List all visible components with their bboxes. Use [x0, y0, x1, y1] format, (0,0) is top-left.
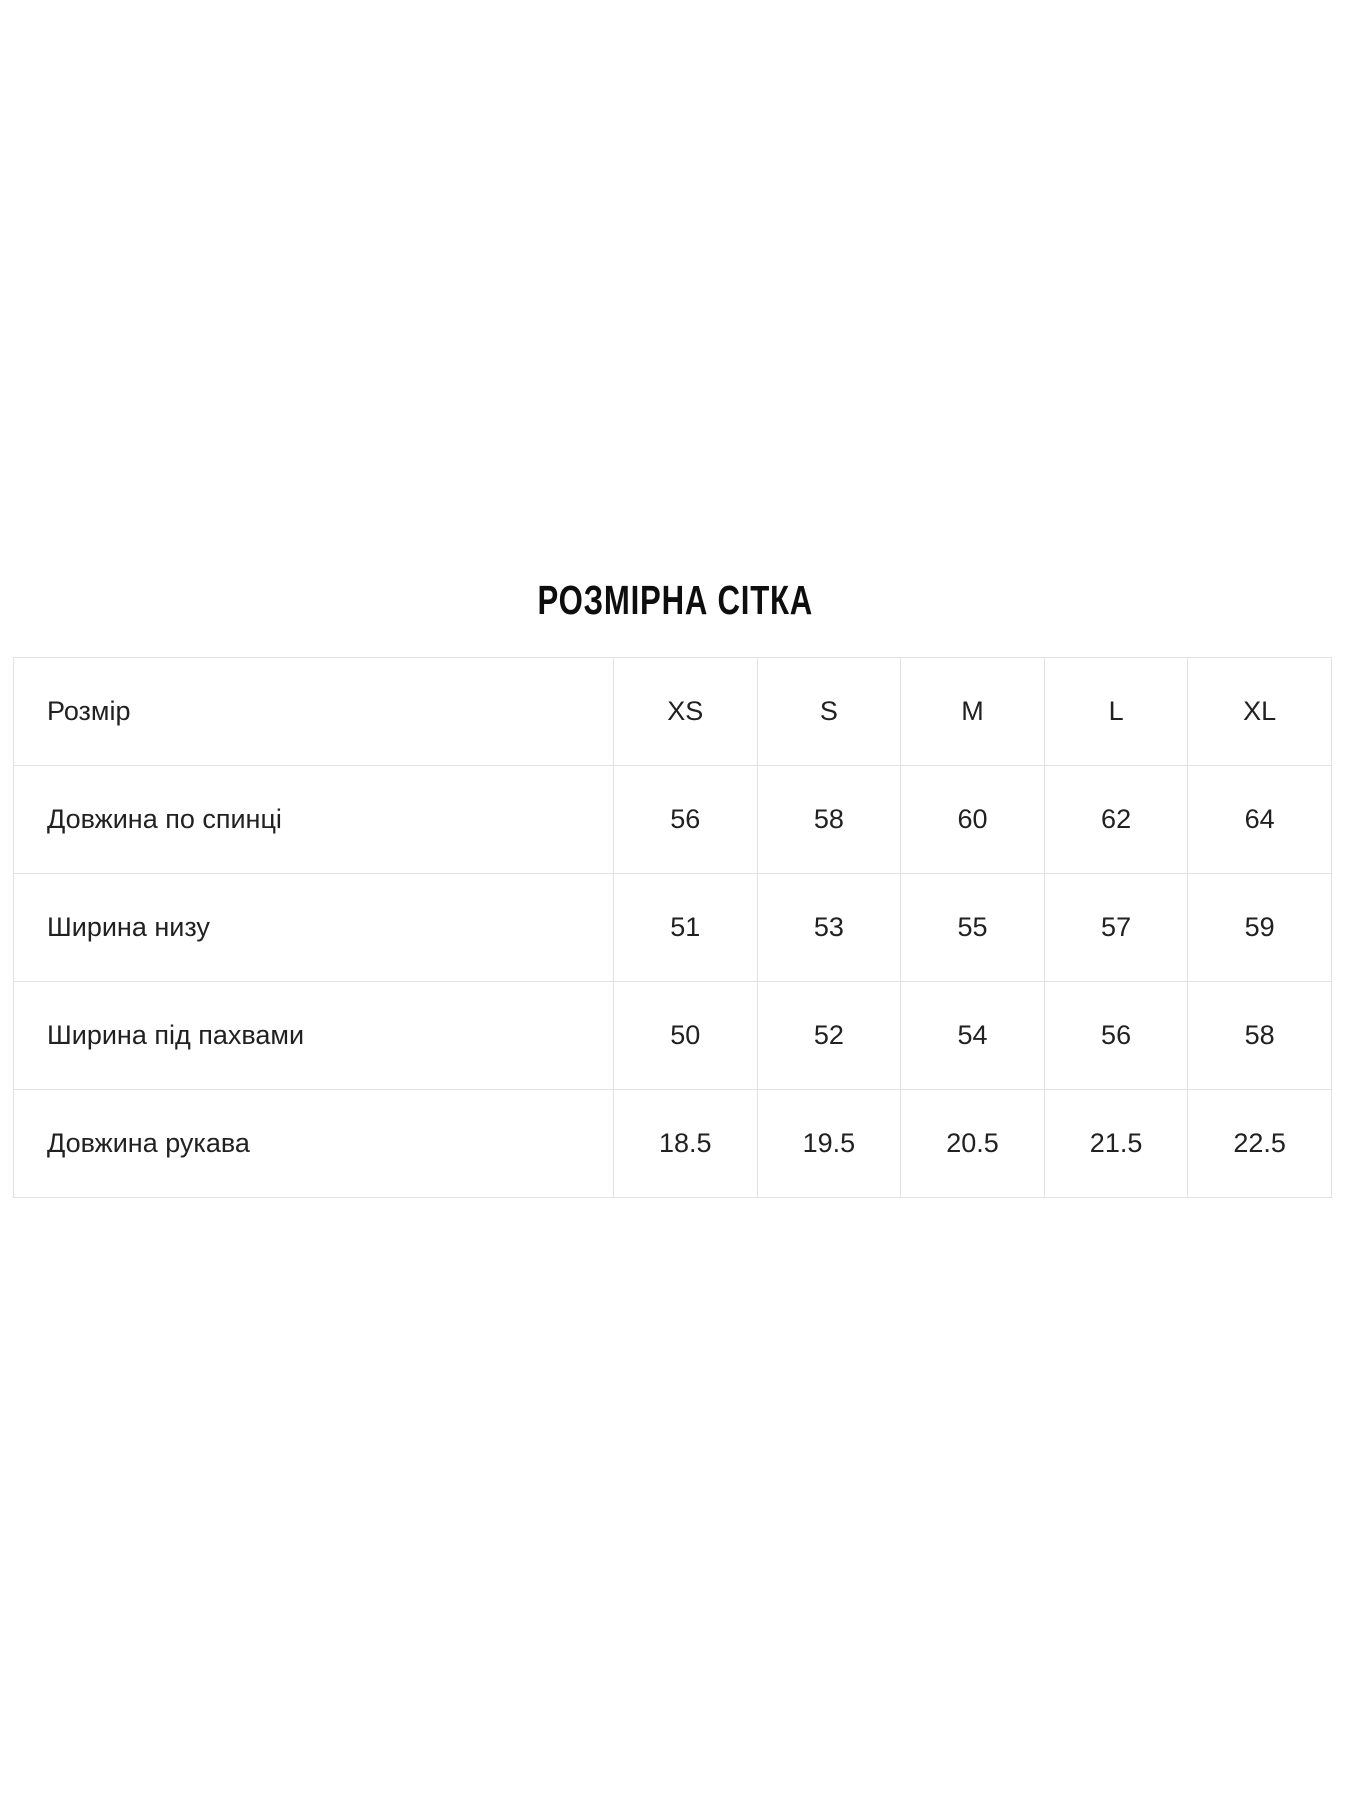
- size-value-cell: 21.5: [1043, 1089, 1189, 1198]
- size-value-cell: 58: [1187, 981, 1332, 1090]
- size-value-cell: 57: [1043, 873, 1189, 982]
- size-value-cell: 51: [613, 873, 758, 982]
- size-value-cell: 55: [900, 873, 1045, 982]
- size-value-cell: 58: [756, 765, 902, 874]
- size-table-header-row: Розмір XS S M L XL: [13, 657, 1332, 766]
- size-value-cell: 50: [613, 981, 758, 1090]
- table-row-back-length: Довжина по спинці 56 58 60 62 64: [13, 765, 1332, 874]
- size-header-m: M: [900, 657, 1045, 766]
- size-table: Розмір XS S M L XL Довжина по спинці 56 …: [13, 657, 1332, 1198]
- size-chart-title-text: РОЗМІРНА СІТКА: [537, 577, 813, 623]
- size-header-s: S: [756, 657, 902, 766]
- size-value-cell: 64: [1187, 765, 1332, 874]
- size-chart-title: РОЗМІРНА СІТКА: [0, 578, 1350, 622]
- row-label: Ширина під пахвами: [13, 981, 614, 1090]
- size-header-xs: XS: [613, 657, 758, 766]
- size-value-cell: 62: [1043, 765, 1189, 874]
- size-value-cell: 60: [900, 765, 1045, 874]
- size-header-l: L: [1043, 657, 1189, 766]
- table-row-underarm-width: Ширина під пахвами 50 52 54 56 58: [13, 981, 1332, 1090]
- size-value-cell: 18.5: [613, 1089, 758, 1198]
- size-value-cell: 56: [1043, 981, 1189, 1090]
- row-label: Довжина рукава: [13, 1089, 614, 1198]
- table-row-sleeve-length: Довжина рукава 18.5 19.5 20.5 21.5 22.5: [13, 1089, 1332, 1198]
- size-value-cell: 56: [613, 765, 758, 874]
- size-value-cell: 52: [756, 981, 902, 1090]
- size-value-cell: 19.5: [756, 1089, 902, 1198]
- size-value-cell: 54: [900, 981, 1045, 1090]
- table-row-bottom-width: Ширина низу 51 53 55 57 59: [13, 873, 1332, 982]
- row-label: Довжина по спинці: [13, 765, 614, 874]
- size-value-cell: 20.5: [900, 1089, 1045, 1198]
- row-label: Ширина низу: [13, 873, 614, 982]
- size-value-cell: 59: [1187, 873, 1332, 982]
- size-header-label: Розмір: [13, 657, 614, 766]
- size-header-xl: XL: [1187, 657, 1332, 766]
- size-value-cell: 22.5: [1187, 1089, 1332, 1198]
- size-value-cell: 53: [756, 873, 902, 982]
